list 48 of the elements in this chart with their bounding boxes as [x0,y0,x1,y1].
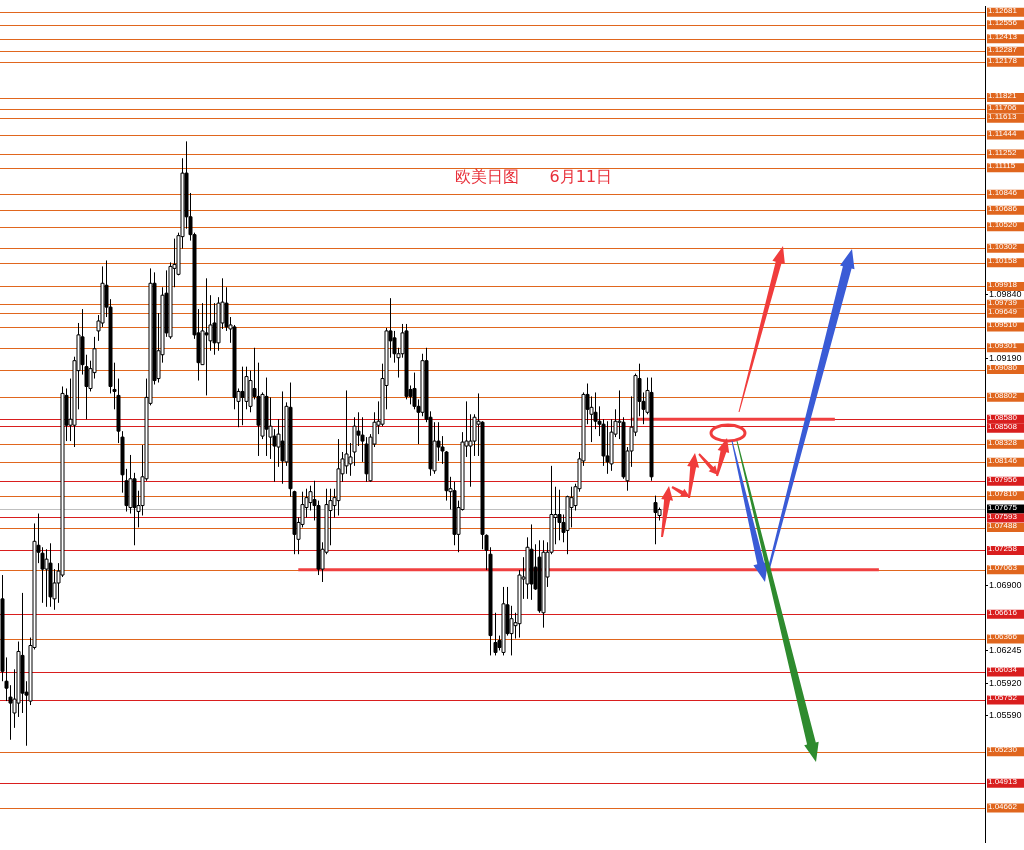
ref-line-label: 1.11613 [988,111,1017,121]
ref-line-label: 1.05752 [988,693,1018,703]
y-tick-label: 1.06245 [989,645,1022,656]
ref-line-label: 1.10302 [988,241,1018,251]
ref-line-label: 1.07810 [988,489,1018,499]
ref-line-label: 1.07956 [988,474,1018,484]
ref-line-label: 1.08580 [988,412,1018,422]
ref-line-label: 1.08802 [988,390,1018,400]
ref-line-label: 1.09918 [988,279,1018,289]
ref-line-label: 1.07063 [988,563,1018,573]
ref-line-label: 1.12178 [988,55,1018,65]
ref-line-label: 1.07488 [988,521,1018,531]
ref-line-label: 1.04913 [988,776,1018,786]
ref-line-label: 1.09301 [988,341,1018,351]
ref-line-label: 1.11444 [988,128,1017,138]
ref-line-label: 1.09510 [988,320,1018,330]
y-tick-label: 1.05590 [989,710,1022,721]
ref-line-label: 1.12556 [988,18,1018,28]
ref-line-label: 1.11821 [988,91,1017,101]
ref-line-label: 1.05230 [988,745,1018,755]
ref-line-label: 1.09649 [988,306,1018,316]
ref-line-label: 1.06616 [988,607,1018,617]
ref-line-label: 1.10846 [988,187,1018,197]
ref-line-label: 1.07593 [988,511,1018,521]
ref-line-label: 1.04662 [988,801,1018,811]
ref-line-label: 1.10686 [988,203,1018,213]
y-tick-label: 1.09840 [989,288,1022,299]
ref-line-label: 1.09739 [988,297,1018,307]
ref-line-label: 1.12287 [988,44,1018,54]
ref-line-label: 1.11252 [988,147,1017,157]
ref-line-label: 1.08328 [988,437,1018,447]
ref-line-label: 1.10520 [988,220,1018,230]
ref-line-label: 1.08146 [988,455,1018,465]
ref-line-label: 1.12681 [988,5,1018,15]
ref-line-label: 1.06034 [988,665,1018,675]
y-tick-label: 1.05920 [989,677,1022,688]
ref-line-label: 1.12413 [988,32,1018,42]
ref-line-label: 1.09080 [988,363,1018,373]
ref-line-label: 1.10158 [988,256,1018,266]
ref-line-label: 1.07675 [988,502,1018,512]
ref-line-label: 1.06366 [988,632,1018,642]
ref-line-label: 1.11706 [988,102,1017,112]
ref-line-label: 1.11115 [988,161,1016,171]
text: 欧美日图 6月11日 [455,167,613,188]
y-tick-label: 1.09190 [989,353,1022,364]
y-tick-label: 1.06900 [989,580,1022,591]
ref-line-label: 1.07258 [988,543,1018,553]
ref-line-label: 1.08508 [988,421,1018,431]
